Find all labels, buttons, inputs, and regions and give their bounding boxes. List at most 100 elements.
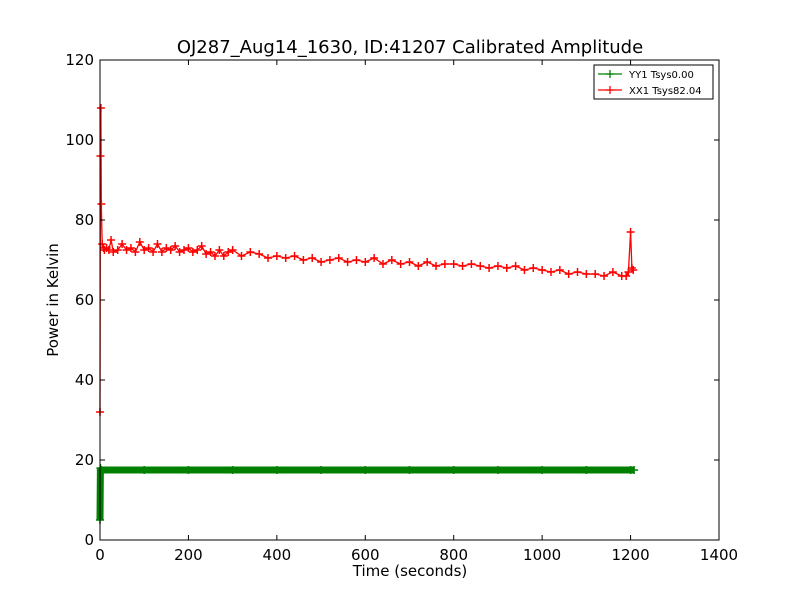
x-tick-label: 1200 — [611, 546, 649, 564]
legend: YY1 Tsys0.00 XX1 Tsys82.04 — [593, 64, 714, 100]
legend-label: YY1 Tsys0.00 — [628, 70, 694, 81]
y-axis-label: Power in Kelvin — [44, 243, 62, 357]
data-point — [272, 252, 281, 260]
data-point — [135, 238, 144, 246]
data-point — [272, 466, 281, 474]
data-point — [97, 200, 106, 208]
chart-title: OJ287_Aug14_1630, ID:41207 Calibrated Am… — [177, 37, 643, 58]
data-point — [308, 254, 317, 262]
data-point — [153, 240, 162, 248]
data-point — [96, 104, 105, 112]
data-point — [215, 246, 224, 254]
data-point — [144, 244, 153, 252]
data-point — [573, 268, 582, 276]
series-1 — [96, 464, 639, 524]
series-layer — [96, 104, 639, 524]
data-point — [131, 248, 140, 256]
data-point — [180, 246, 189, 254]
data-point — [122, 246, 131, 254]
legend-item: XX1 Tsys82.04 — [598, 86, 702, 97]
data-point — [334, 254, 343, 262]
x-axis-label: Time (seconds) — [352, 562, 468, 580]
data-point — [97, 466, 106, 474]
data-point — [210, 252, 219, 260]
y-tick-label: 120 — [65, 51, 94, 69]
data-point — [325, 256, 334, 264]
data-point — [405, 466, 414, 474]
data-point — [624, 268, 633, 276]
data-point — [608, 268, 617, 276]
data-point — [281, 254, 290, 262]
data-point — [237, 252, 246, 260]
data-point — [352, 256, 361, 264]
data-point — [370, 254, 379, 262]
data-point — [343, 258, 352, 266]
data-point — [126, 244, 135, 252]
x-tick-label: 1400 — [700, 546, 738, 564]
data-point — [166, 246, 175, 254]
y-tick-label: 20 — [75, 451, 94, 469]
data-point — [502, 264, 511, 272]
y-tick-label: 100 — [65, 131, 94, 149]
x-tick-label: 200 — [174, 546, 203, 564]
y-tick-label: 0 — [84, 531, 94, 549]
data-point — [361, 466, 370, 474]
data-point — [202, 250, 211, 258]
data-point — [184, 244, 193, 252]
data-point — [493, 466, 502, 474]
x-tick-label: 600 — [351, 546, 380, 564]
data-point — [255, 250, 264, 258]
data-point — [414, 262, 423, 270]
data-point — [493, 262, 502, 270]
data-point — [432, 262, 441, 270]
data-point — [224, 248, 233, 256]
data-point — [109, 248, 118, 256]
data-point — [175, 248, 184, 256]
data-point — [378, 260, 387, 268]
x-tick-label: 400 — [263, 546, 292, 564]
data-point — [188, 248, 197, 256]
data-point — [149, 248, 158, 256]
data-point — [538, 266, 547, 274]
data-point — [107, 236, 116, 244]
series-line — [96, 466, 635, 521]
data-point — [246, 248, 255, 256]
data-point — [476, 262, 485, 270]
data-point — [387, 256, 396, 264]
data-point — [264, 254, 273, 262]
data-point — [600, 272, 609, 280]
data-point — [405, 258, 414, 266]
data-point — [629, 266, 638, 274]
legend-box — [593, 64, 714, 100]
data-point — [171, 242, 180, 250]
data-point — [140, 466, 149, 474]
data-point — [219, 252, 228, 260]
data-point — [290, 252, 299, 260]
data-point — [458, 262, 467, 270]
data-point — [582, 270, 591, 278]
data-point — [485, 264, 494, 272]
data-point — [228, 246, 237, 254]
legend-items: YY1 Tsys0.00 XX1 Tsys82.04 — [598, 70, 702, 97]
data-point — [555, 266, 564, 274]
data-point — [206, 248, 215, 256]
series-2 — [96, 104, 638, 416]
data-point — [564, 270, 573, 278]
data-point — [423, 258, 432, 266]
y-tick-label: 40 — [75, 371, 94, 389]
x-tick-label: 1000 — [523, 546, 561, 564]
data-point — [113, 246, 122, 254]
tick-layer: 0 200 400 600 800 1000 1200 1400 0 20 40 60 80 100 120 — [65, 51, 738, 564]
y-tick-label: 60 — [75, 291, 94, 309]
data-point — [118, 240, 127, 248]
series-line — [99, 107, 634, 413]
data-point — [511, 262, 520, 270]
data-point — [538, 466, 547, 474]
legend-item: YY1 Tsys0.00 — [598, 70, 694, 81]
data-point — [529, 264, 538, 272]
data-point — [193, 246, 202, 254]
data-point — [157, 248, 166, 256]
y-tick-label: 80 — [75, 211, 94, 229]
legend-label: XX1 Tsys82.04 — [629, 86, 702, 97]
data-point — [104, 246, 113, 254]
